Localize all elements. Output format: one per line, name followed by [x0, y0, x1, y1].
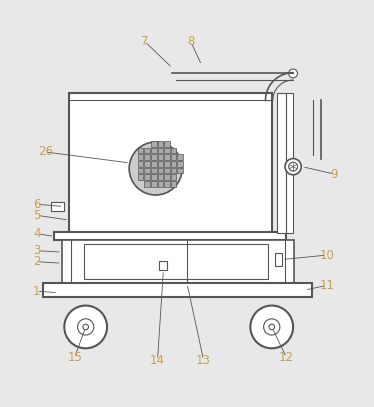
Bar: [157, 181, 163, 186]
Bar: [144, 154, 150, 160]
Text: 11: 11: [319, 279, 334, 292]
Bar: [157, 174, 163, 180]
Bar: [171, 161, 177, 166]
Bar: [151, 148, 157, 153]
Bar: [171, 148, 177, 153]
Text: 5: 5: [33, 209, 40, 222]
Text: 15: 15: [67, 351, 82, 364]
Text: 3: 3: [33, 244, 40, 257]
Bar: [164, 168, 170, 173]
Bar: [138, 154, 143, 160]
Bar: [171, 174, 177, 180]
Bar: [157, 168, 163, 173]
Circle shape: [289, 69, 298, 78]
Text: 12: 12: [279, 351, 294, 364]
Text: 8: 8: [187, 35, 194, 48]
Bar: [157, 141, 163, 147]
Bar: [177, 154, 183, 160]
Bar: [138, 174, 143, 180]
Bar: [151, 181, 157, 186]
Bar: [157, 161, 163, 166]
Circle shape: [250, 306, 293, 348]
Bar: [138, 168, 143, 173]
Bar: [164, 181, 170, 186]
Bar: [144, 181, 150, 186]
Bar: [144, 168, 150, 173]
Text: 9: 9: [331, 168, 338, 181]
Text: 6: 6: [33, 198, 40, 211]
Bar: [84, 244, 268, 279]
Bar: [157, 154, 163, 160]
Bar: [164, 154, 170, 160]
Bar: [62, 241, 294, 283]
Text: 13: 13: [196, 354, 211, 367]
Circle shape: [285, 159, 301, 175]
Circle shape: [269, 324, 275, 330]
Bar: [151, 161, 157, 166]
Bar: [171, 168, 177, 173]
Bar: [151, 174, 157, 180]
Text: 1: 1: [33, 284, 40, 298]
Bar: [164, 161, 170, 166]
Bar: [286, 93, 293, 233]
Bar: [50, 201, 64, 211]
Bar: [144, 174, 150, 180]
Text: 26: 26: [38, 145, 53, 158]
Bar: [144, 148, 150, 153]
Bar: [138, 161, 143, 166]
Bar: [177, 168, 183, 173]
Text: 14: 14: [150, 354, 165, 367]
Circle shape: [264, 319, 280, 335]
Bar: [151, 168, 157, 173]
Bar: [177, 161, 183, 166]
Text: 10: 10: [319, 249, 334, 262]
Circle shape: [129, 142, 182, 195]
Bar: [144, 161, 150, 166]
Circle shape: [77, 319, 94, 335]
Bar: [151, 141, 157, 147]
Bar: [164, 148, 170, 153]
Bar: [151, 154, 157, 160]
Bar: [164, 141, 170, 147]
Bar: [54, 232, 286, 241]
Bar: [277, 93, 286, 233]
Text: 7: 7: [141, 35, 148, 48]
Bar: [159, 260, 168, 270]
Text: 2: 2: [33, 255, 40, 268]
Bar: [69, 93, 272, 233]
Bar: [275, 253, 282, 266]
Bar: [43, 283, 312, 298]
Bar: [171, 154, 177, 160]
Bar: [164, 174, 170, 180]
Text: 4: 4: [33, 227, 40, 240]
Circle shape: [83, 324, 89, 330]
Bar: [138, 148, 143, 153]
Circle shape: [64, 306, 107, 348]
Bar: [157, 148, 163, 153]
Bar: [171, 181, 177, 186]
